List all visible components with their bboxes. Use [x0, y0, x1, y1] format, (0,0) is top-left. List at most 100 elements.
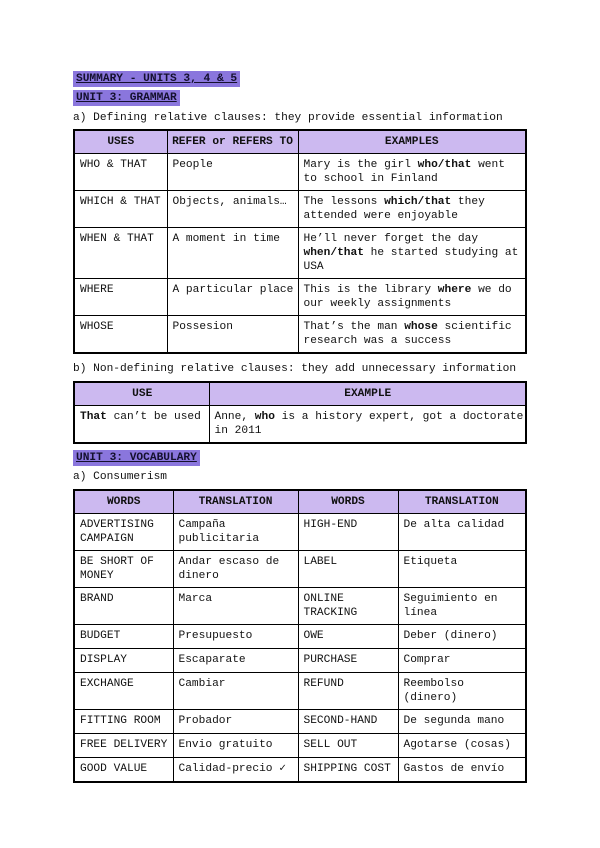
- table-cell: Calidad-precio ✓: [172, 757, 299, 782]
- table-cell: Campaña publicitaria: [172, 513, 299, 551]
- example-bold-pronoun: who/that: [417, 159, 472, 171]
- example-text: can’t be used: [106, 411, 201, 423]
- example-text: he started studying at USA: [303, 247, 519, 273]
- column-header: EXAMPLES: [297, 129, 527, 154]
- example-text: He’ll never forget the day: [303, 233, 479, 245]
- table-row: WHEN & THAT A moment in time He’ll never…: [73, 227, 527, 279]
- table-cell: WHO & THAT: [73, 153, 168, 191]
- table-cell: That can’t be used: [73, 405, 210, 444]
- table-header-row: WORDS TRANSLATION WORDS TRANSLATION: [73, 489, 527, 514]
- table-row: BUDGET Presupuesto OWE Deber (dinero): [73, 624, 527, 649]
- table-cell: OWE: [297, 624, 399, 649]
- table-row: WHOSE Possesion That’s the man whose sci…: [73, 315, 527, 354]
- table-cell: HIGH-END: [297, 513, 399, 551]
- unit3-vocabulary-heading: UNIT 3: VOCABULARY: [73, 450, 525, 466]
- document-title-highlight: SUMMARY - UNITS 3, 4 & 5: [73, 71, 241, 87]
- table-row: FREE DELIVERY Envio gratuito SELL OUT Ag…: [73, 733, 527, 758]
- column-header: EXAMPLE: [208, 381, 527, 406]
- table-cell: WHEN & THAT: [73, 227, 168, 279]
- table-cell: FREE DELIVERY: [73, 733, 174, 758]
- table-cell: ONLINE TRACKING: [297, 587, 399, 625]
- table-row: BRAND Marca ONLINE TRACKING Seguimiento …: [73, 587, 527, 625]
- example-text: This is the library: [303, 284, 438, 296]
- example-text: Anne,: [214, 411, 255, 423]
- table-cell: Reembolso (dinero): [397, 672, 527, 710]
- example-bold-pronoun: where: [437, 284, 472, 296]
- table-row: That can’t be used Anne, who is a histor…: [73, 405, 527, 444]
- table-cell: WHOSE: [73, 315, 168, 354]
- unit3-vocabulary-heading-highlight: UNIT 3: VOCABULARY: [73, 450, 200, 466]
- table-cell: LABEL: [297, 550, 399, 588]
- table-cell: GOOD VALUE: [73, 757, 174, 782]
- column-header: TRANSLATION: [172, 489, 299, 514]
- table-cell: SHIPPING COST: [297, 757, 399, 782]
- table-header-row: USE EXAMPLE: [73, 381, 527, 406]
- table-row: DISPLAY Escaparate PURCHASE Comprar: [73, 648, 527, 673]
- table-cell: ADVERTISING CAMPAIGN: [73, 513, 174, 551]
- example-bold-pronoun: who: [254, 411, 275, 423]
- nondefining-relative-clauses-table: USE EXAMPLE That can’t be used Anne, who…: [73, 381, 527, 444]
- table-cell: BUDGET: [73, 624, 174, 649]
- example-text: they attended were enjoyable: [303, 196, 485, 222]
- example-text: Mary is the girl: [303, 159, 418, 171]
- column-header: WORDS: [297, 489, 399, 514]
- table-cell: Possesion: [166, 315, 299, 354]
- table-cell: Agotarse (cosas): [397, 733, 527, 758]
- document-title: SUMMARY - UNITS 3, 4 & 5: [73, 71, 525, 87]
- table-cell: FITTING ROOM: [73, 709, 174, 734]
- defining-clauses-intro: a) Defining relative clauses: they provi…: [73, 112, 503, 124]
- unit3-grammar-heading-highlight: UNIT 3: GRAMMAR: [73, 90, 180, 106]
- table-cell: Seguimiento en línea: [397, 587, 527, 625]
- table-header-row: USES REFER or REFERS TO EXAMPLES: [73, 129, 527, 154]
- table-row: GOOD VALUE Calidad-precio ✓ SHIPPING COS…: [73, 757, 527, 782]
- defining-relative-clauses-table: USES REFER or REFERS TO EXAMPLES WHO & T…: [73, 129, 527, 354]
- nondefining-clauses-intro: b) Non-defining relative clauses: they a…: [73, 363, 517, 375]
- table-cell: Presupuesto: [172, 624, 299, 649]
- table-cell: Envio gratuito: [172, 733, 299, 758]
- example-text: The lessons: [303, 196, 385, 208]
- table-cell: Andar escaso de dinero: [172, 550, 299, 588]
- table-cell: WHICH & THAT: [73, 190, 168, 228]
- table-cell: That’s the man whose scientific research…: [297, 315, 527, 354]
- table-cell: Escaparate: [172, 648, 299, 673]
- table-cell: The lessons which/that they attended wer…: [297, 190, 527, 228]
- example-bold-pronoun: which/that: [384, 196, 452, 208]
- consumerism-intro: a) Consumerism: [73, 471, 167, 483]
- table-cell: Marca: [172, 587, 299, 625]
- table-cell: He’ll never forget the day when/that he …: [297, 227, 527, 279]
- table-cell: Anne, who is a history expert, got a doc…: [208, 405, 527, 444]
- table-row: WHICH & THAT Objects, animals… The lesso…: [73, 190, 527, 228]
- table-cell: Probador: [172, 709, 299, 734]
- example-bold-pronoun: whose: [404, 321, 438, 333]
- column-header: WORDS: [73, 489, 174, 514]
- table-cell: REFUND: [297, 672, 399, 710]
- table-cell: Comprar: [397, 648, 527, 673]
- table-cell: BE SHORT OF MONEY: [73, 550, 174, 588]
- table-cell: This is the library where we do our week…: [297, 278, 527, 316]
- table-cell: Cambiar: [172, 672, 299, 710]
- example-text: went to school in Finland: [303, 159, 505, 185]
- table-cell: Etiqueta: [397, 550, 527, 588]
- example-bold-pronoun: when/that: [303, 247, 364, 259]
- table-cell: EXCHANGE: [73, 672, 174, 710]
- table-row: ADVERTISING CAMPAIGN Campaña publicitari…: [73, 513, 527, 551]
- column-header: USE: [73, 381, 210, 406]
- column-header: TRANSLATION: [397, 489, 527, 514]
- table-cell: Deber (dinero): [397, 624, 527, 649]
- table-row: WHO & THAT People Mary is the girl who/t…: [73, 153, 527, 191]
- table-cell: PURCHASE: [297, 648, 399, 673]
- table-cell: A moment in time: [166, 227, 299, 279]
- column-header: USES: [73, 129, 168, 154]
- example-text: That’s the man: [303, 321, 405, 333]
- table-row: BE SHORT OF MONEY Andar escaso de dinero…: [73, 550, 527, 588]
- table-row: FITTING ROOM Probador SECOND-HAND De seg…: [73, 709, 527, 734]
- example-text: we do our weekly assignments: [303, 284, 512, 310]
- table-cell: SELL OUT: [297, 733, 399, 758]
- table-cell: Objects, animals…: [166, 190, 299, 228]
- column-header: REFER or REFERS TO: [166, 129, 299, 154]
- unit3-grammar-heading: UNIT 3: GRAMMAR: [73, 90, 525, 106]
- table-cell: A particular place: [166, 278, 299, 316]
- consumerism-vocabulary-table: WORDS TRANSLATION WORDS TRANSLATION ADVE…: [73, 489, 527, 783]
- table-cell: De segunda mano: [397, 709, 527, 734]
